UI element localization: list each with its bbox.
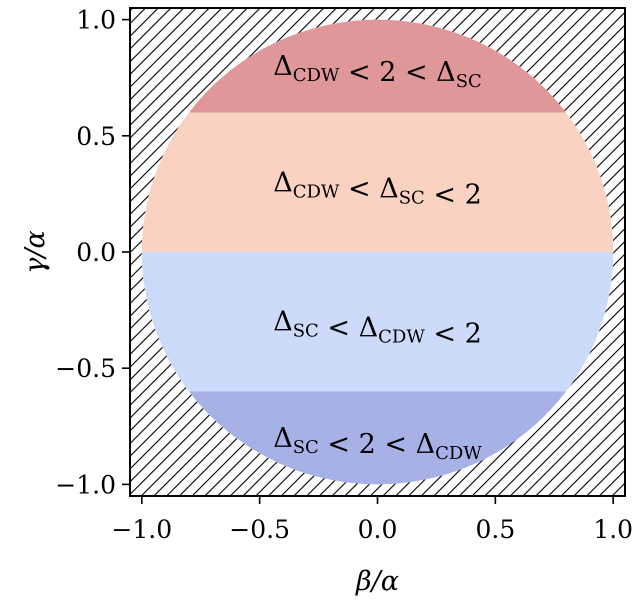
y-tick-label: 0.5	[76, 122, 116, 151]
x-tick-label: 1.0	[593, 515, 633, 544]
region-label-2: ΔSC < ΔCDW < 2	[273, 307, 482, 350]
plot-area: ΔCDW < 2 < ΔSC ΔCDW < ΔSC < 2 ΔSC < ΔCDW <…	[129, 7, 626, 497]
y-axis-label: γ/α	[20, 230, 51, 273]
x-tick-label: −1.0	[111, 515, 172, 544]
x-tick-label: 0.0	[358, 515, 398, 544]
x-tick-label: −0.5	[229, 515, 290, 544]
axis-ticks: −1.0 −0.5 0.0 0.5 1.0 −1.0 −0.5 0.0 0.5 1.0	[55, 6, 633, 544]
y-tick-label: 0.0	[76, 238, 116, 267]
region-label-1: ΔCDW < ΔSC < 2	[273, 167, 482, 210]
y-tick-label: −0.5	[55, 354, 116, 383]
y-tick-label: −1.0	[55, 470, 116, 499]
x-axis-label: β/α	[355, 566, 399, 597]
region-label-0: ΔCDW < 2 < ΔSC	[273, 51, 482, 92]
y-tick-label: 1.0	[76, 6, 116, 35]
region-band-1	[141, 112, 614, 252]
region-band-2	[141, 252, 614, 392]
x-tick-label: 0.5	[475, 515, 515, 544]
region-label-3: ΔSC < 2 < ΔCDW	[273, 423, 482, 464]
region-bands	[141, 19, 614, 485]
